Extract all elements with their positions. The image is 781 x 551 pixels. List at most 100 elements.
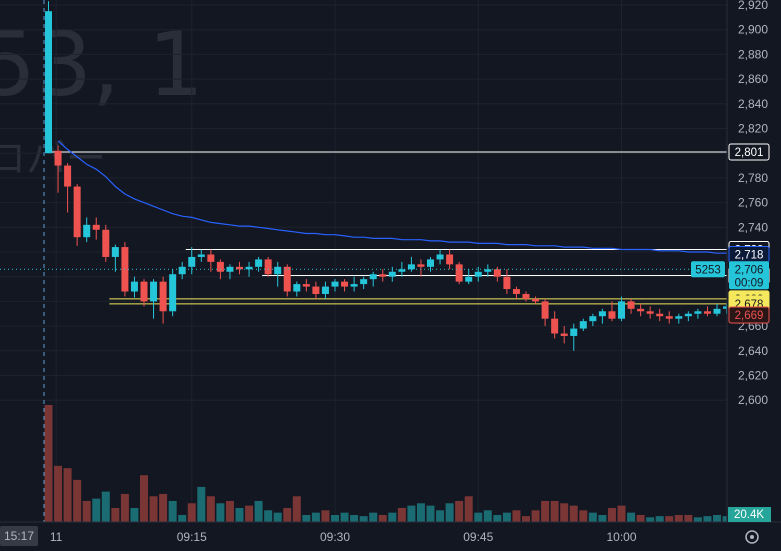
- candle-body: [446, 254, 454, 265]
- candle-body: [379, 274, 387, 277]
- price-tick-label: 2,640: [738, 344, 768, 358]
- candle-body: [512, 289, 520, 294]
- price-tag-label: 2,718: [735, 249, 764, 261]
- last-volume-badge-box: [691, 261, 725, 278]
- price-tick-label: 2,780: [738, 171, 768, 185]
- candle-body: [207, 254, 215, 262]
- time-tick-label: 11: [50, 530, 63, 544]
- volume-bar: [283, 507, 292, 522]
- volume-bar: [369, 512, 378, 522]
- grid-lines: [0, 0, 727, 522]
- candle-body: [570, 328, 578, 336]
- last-volume-badge-label: 5253: [695, 264, 721, 276]
- background-symbol-name: ロバー: [0, 136, 106, 182]
- candle-body: [579, 321, 587, 329]
- candle-body: [646, 311, 654, 314]
- candle-body: [455, 264, 463, 282]
- volume-bar: [273, 512, 282, 522]
- volume-bar: [331, 514, 339, 522]
- volume-bar: [531, 510, 540, 522]
- candle-body: [130, 281, 138, 292]
- candle-body: [627, 301, 635, 309]
- candle-body: [236, 266, 243, 270]
- volume-bar: [206, 496, 215, 522]
- candle-body: [493, 269, 501, 277]
- volume-bar: [92, 498, 101, 522]
- volume-bar: [693, 517, 702, 522]
- volume-bar: [493, 514, 502, 522]
- candle-body: [694, 311, 702, 314]
- gear-icon-center: [750, 535, 754, 539]
- volume-bar: [445, 503, 454, 522]
- volume-bar: [522, 516, 530, 522]
- volume-bar: [216, 503, 225, 522]
- candle-body: [560, 333, 568, 336]
- countdown-label: 00:09: [735, 277, 764, 289]
- candle-body: [637, 308, 645, 312]
- candle-body: [465, 276, 473, 282]
- candle-body: [159, 281, 167, 312]
- volume-bar: [579, 510, 588, 522]
- last-price-tag-box: [729, 261, 769, 290]
- price-tick-label: 2,920: [738, 0, 768, 12]
- volume-bar: [388, 512, 397, 522]
- cursor-time-box: [0, 526, 38, 546]
- candle-body: [407, 264, 415, 270]
- candle-body: [302, 284, 310, 287]
- volume-bar: [713, 514, 721, 522]
- gear-icon[interactable]: [745, 530, 759, 544]
- candle-body: [608, 311, 616, 319]
- candle-body: [675, 316, 683, 319]
- price-tick-label: 2,760: [738, 196, 768, 210]
- candle-body: [245, 266, 253, 270]
- volume-bar: [665, 516, 674, 522]
- volume-bar: [159, 493, 168, 522]
- candle-body: [541, 301, 549, 319]
- volume-bar: [588, 512, 597, 522]
- volume-bar: [311, 512, 320, 522]
- volume-bar: [292, 496, 301, 522]
- volume-bar: [359, 516, 368, 522]
- time-tick-label: 09:15: [177, 530, 207, 544]
- background-symbol-code: 53, 1: [0, 13, 204, 116]
- candle-body: [274, 266, 282, 275]
- chart-settings-button[interactable]: [745, 530, 759, 544]
- volume-bar: [225, 500, 234, 522]
- price-axis[interactable]: 2,6002,6202,6402,6602,6802,7002,7202,740…: [691, 0, 781, 522]
- volume-bar: [340, 512, 349, 522]
- volume-bar: [264, 510, 273, 522]
- volume-bar: [120, 493, 129, 522]
- cursor-time-label: 15:17: [4, 529, 34, 543]
- volume-bar: [245, 505, 254, 522]
- volume-bar: [512, 510, 521, 522]
- volume-bar: [541, 500, 550, 522]
- volume-bar: [416, 503, 425, 522]
- volume-bar: [646, 517, 655, 522]
- price-tick-label: 2,880: [738, 47, 768, 61]
- candle-body: [474, 271, 482, 277]
- candle-body: [255, 259, 263, 267]
- candle-body: [83, 224, 91, 238]
- candle-body: [178, 266, 186, 275]
- time-tick-label: 10:00: [606, 530, 636, 544]
- time-axis[interactable]: 11 09:15 09:30 09:45 10:00 15:17: [0, 521, 781, 551]
- candle-body: [54, 150, 62, 166]
- volume-bar: [73, 479, 82, 522]
- price-tick-label: 2,600: [738, 393, 768, 407]
- volume-bar: [140, 475, 148, 522]
- candle-body: [665, 316, 673, 319]
- price-tag-label: 2,669: [735, 310, 764, 322]
- candle-body: [188, 256, 196, 267]
- volume-bar: [63, 468, 72, 522]
- volume-badge-box: [728, 507, 771, 522]
- candle-body: [656, 313, 664, 317]
- candle-body: [713, 308, 721, 314]
- candle-body: [197, 254, 205, 257]
- time-axis-ticks: 11 09:15 09:30 09:45 10:00: [50, 530, 637, 544]
- candle-body: [312, 286, 320, 294]
- candle-body: [64, 165, 72, 187]
- candle-body: [551, 318, 559, 334]
- price-tick-label: 2,740: [738, 220, 768, 234]
- candle-body: [140, 281, 148, 302]
